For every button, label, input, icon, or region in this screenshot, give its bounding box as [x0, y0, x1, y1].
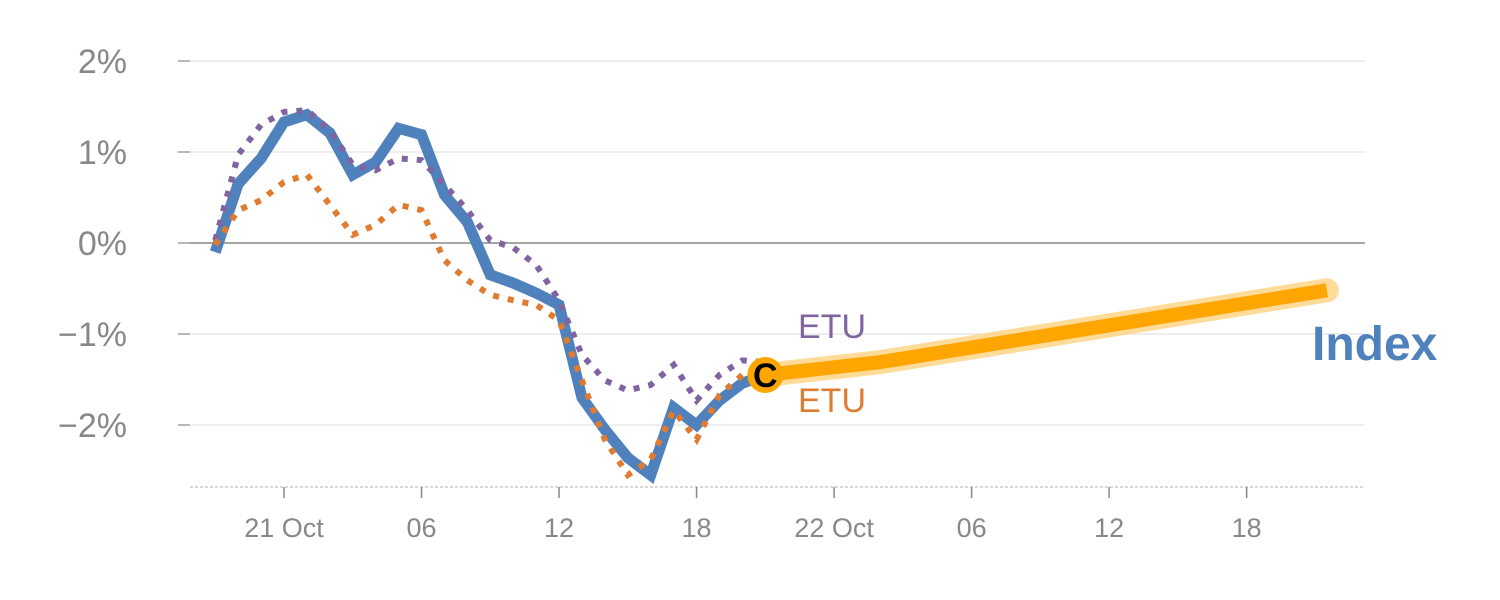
y-tick-label: −2% — [58, 407, 127, 445]
x-tick-label: 22 Oct — [794, 513, 874, 543]
x-tick-label: 21 Oct — [244, 513, 324, 543]
series-label-index: Index — [1312, 318, 1438, 371]
marker-glyph: C — [753, 357, 778, 395]
series-label-etu-orange: ETU — [798, 382, 866, 420]
x-tick-label: 18 — [682, 513, 712, 543]
y-tick-label: 0% — [78, 225, 127, 263]
x-tick-label: 06 — [957, 513, 987, 543]
y-tick-label: −1% — [58, 316, 127, 354]
x-tick-label: 12 — [544, 513, 574, 543]
x-tick-label: 18 — [1232, 513, 1262, 543]
series-label-etu-purple: ETU — [798, 308, 866, 346]
y-tick-label: 2% — [78, 43, 127, 81]
series-line-etu-2 — [212, 171, 766, 480]
x-tick-label: 06 — [406, 513, 436, 543]
series-line-index-0 — [210, 108, 768, 485]
series-line-etu-1 — [212, 107, 766, 406]
y-tick-label: 1% — [78, 134, 127, 172]
current-point-marker — [747, 356, 784, 393]
x-tick-label: 12 — [1094, 513, 1124, 543]
forecast-line — [764, 283, 1328, 382]
